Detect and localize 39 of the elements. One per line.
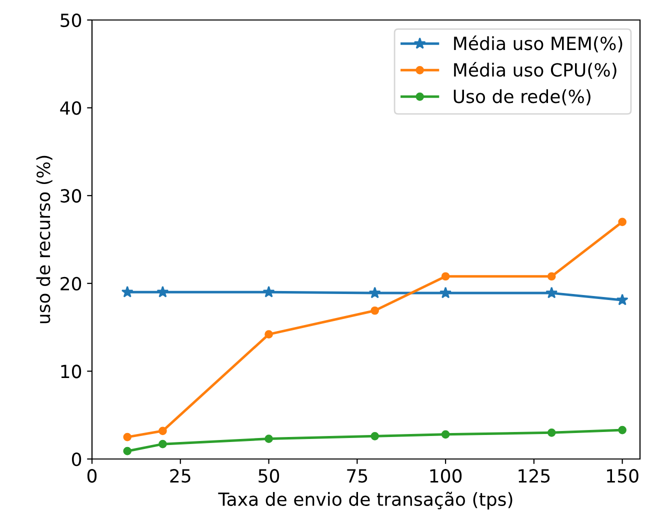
y-axis-title: uso de recurso (%) xyxy=(36,156,52,324)
point xyxy=(618,426,626,434)
point xyxy=(264,330,273,338)
x-tick-label: 25 xyxy=(170,469,190,483)
x-tick-label: 50 xyxy=(258,469,280,483)
point xyxy=(370,306,380,315)
point xyxy=(264,434,273,443)
point xyxy=(158,440,167,448)
y-tick-label: 20 xyxy=(60,276,82,291)
point xyxy=(440,286,452,298)
x-axis-title: Taxa de envio de transação (tps) xyxy=(218,492,512,510)
y-tick-label: 0 xyxy=(72,452,82,466)
point xyxy=(370,432,380,440)
point xyxy=(123,446,132,456)
point xyxy=(616,294,628,306)
x-tick-label: 0 xyxy=(87,469,97,483)
point xyxy=(547,428,556,437)
point xyxy=(441,272,450,281)
x-tick-label: 75 xyxy=(347,469,368,483)
y-tick-label: 30 xyxy=(60,189,82,203)
point xyxy=(262,286,275,298)
x-tick-label: 150 xyxy=(607,469,638,483)
point xyxy=(158,426,167,436)
point xyxy=(618,218,626,226)
legend-label: Média uso CPU(%) xyxy=(454,62,616,79)
point xyxy=(121,286,134,298)
point xyxy=(123,432,132,442)
legend-label: Média uso MEM(%) xyxy=(454,36,622,52)
y-tick-label: 40 xyxy=(60,101,82,115)
point xyxy=(368,286,381,298)
legend-label: Uso de rede(%) xyxy=(454,89,590,106)
y-tick-label: 10 xyxy=(61,364,82,378)
point xyxy=(156,286,169,298)
point xyxy=(441,430,450,439)
x-tick-label: 125 xyxy=(518,469,550,483)
y-tick-label: 50 xyxy=(60,13,82,28)
x-tick-label: 100 xyxy=(430,469,462,483)
point xyxy=(547,272,556,281)
point xyxy=(546,286,558,298)
